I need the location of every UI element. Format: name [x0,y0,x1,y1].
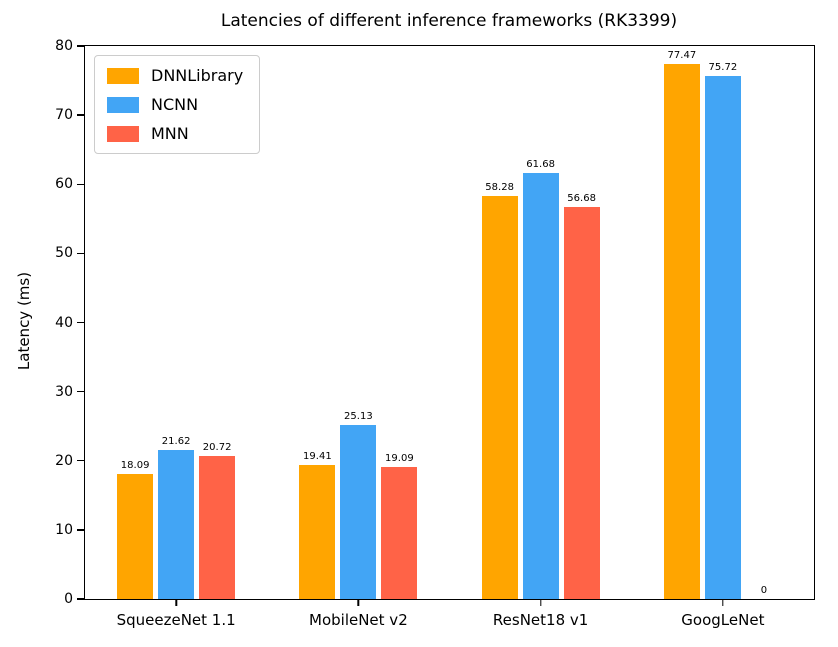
legend-item-ncnn: NCNN [107,95,243,114]
x-tick-mark [722,599,724,606]
y-axis-label: Latency (ms) [15,271,33,371]
legend-item-mnn: MNN [107,124,243,143]
legend-label: MNN [151,124,189,143]
chart-title: Latencies of different inference framewo… [220,11,678,31]
x-tick-label-squeezenet-1-1: SqueezeNet 1.1 [116,611,236,629]
x-tick-label-googlenet: GoogLeNet [681,611,765,629]
y-tick-label: 30 [55,383,73,400]
y-tick-mark [77,183,84,185]
bar-value-label: 56.68 [567,193,596,205]
bar-group-resnet18-v1: 58.28 61.68 56.68 [481,46,600,599]
y-tick-label: 50 [55,245,73,262]
x-tick-mark [175,599,177,606]
y-tick-mark [77,598,84,600]
bar-value-label: 25.13 [344,411,373,423]
legend-item-dnnlibrary: DNNLibrary [107,66,243,85]
y-tick-label: 70 [55,107,73,124]
legend-label: NCNN [151,95,199,114]
legend: DNNLibrary NCNN MNN [94,55,261,154]
bar-mnn-squeezenet-1-1: 20.72 [199,442,236,599]
legend-label: DNNLibrary [151,66,244,85]
bar-value-label: 20.72 [202,441,232,453]
y-tick-mark [77,252,84,255]
y-tick-mark [77,45,84,47]
x-tick-label-mobilenet-v2: MobileNet v2 [309,611,408,629]
bar-ncnn-resnet18-v1: 61.68 [522,159,559,599]
x-tick-mark [357,599,360,606]
y-tick-mark [77,321,84,324]
bar-ncnn-mobilenet-v2: 25.13 [340,411,377,599]
bar-value-label: 19.41 [303,450,332,462]
legend-swatch-dnnlibrary [107,67,139,84]
legend-swatch-ncnn [107,96,139,113]
y-tick-label: 0 [64,591,73,607]
bar-mnn-resnet18-v1: 56.68 [563,193,600,599]
y-tick-label: 80 [55,38,73,54]
plot-area: DNNLibrary NCNN MNN 0 10 20 30 40 50 60 70 80 18.09… [55,38,815,629]
bar-dnnlibrary-mobilenet-v2: 19.41 [299,451,336,599]
bar-value-label: 58.28 [485,182,514,194]
bar-ncnn-googlenet: 75.72 [704,62,741,599]
bar-value-label: 61.68 [526,158,555,170]
y-tick-label: 20 [55,452,73,469]
bar-value-label: 75.72 [708,61,738,73]
bar-value-label: 19.09 [385,453,414,465]
bar-value-label: 18.09 [120,459,150,471]
legend-swatch-mnn [107,125,139,142]
bar-dnnlibrary-resnet18-v1: 58.28 [481,182,518,599]
y-tick-label: 10 [55,521,73,538]
bar-group-mobilenet-v2: 19.41 25.13 19.09 [299,46,418,599]
x-tick-label-resnet18-v1: ResNet18 v1 [492,611,589,629]
bar-ncnn-squeezenet-1-1: 21.62 [158,436,195,599]
y-tick-mark [77,529,84,531]
x-tick-mark [539,599,542,606]
y-tick-mark [77,460,84,462]
bar-group-googlenet: 77.47 75.72 0 [663,46,782,599]
bar-mnn-mobilenet-v2: 19.09 [381,453,418,599]
bar-group-squeezenet-1-1: 18.09 21.62 20.72 [117,46,236,599]
bar-value-label: 0 [760,585,768,596]
y-tick-mark [77,390,84,393]
bar-dnnlibrary-squeezenet-1-1: 18.09 [117,460,154,599]
bar-value-label: 77.47 [667,49,697,61]
y-tick-mark [77,114,84,116]
bar-value-label: 21.62 [161,435,191,447]
y-tick-label: 40 [55,314,73,331]
y-tick-label: 60 [55,176,73,193]
bar-dnnlibrary-googlenet: 77.47 [663,50,700,599]
